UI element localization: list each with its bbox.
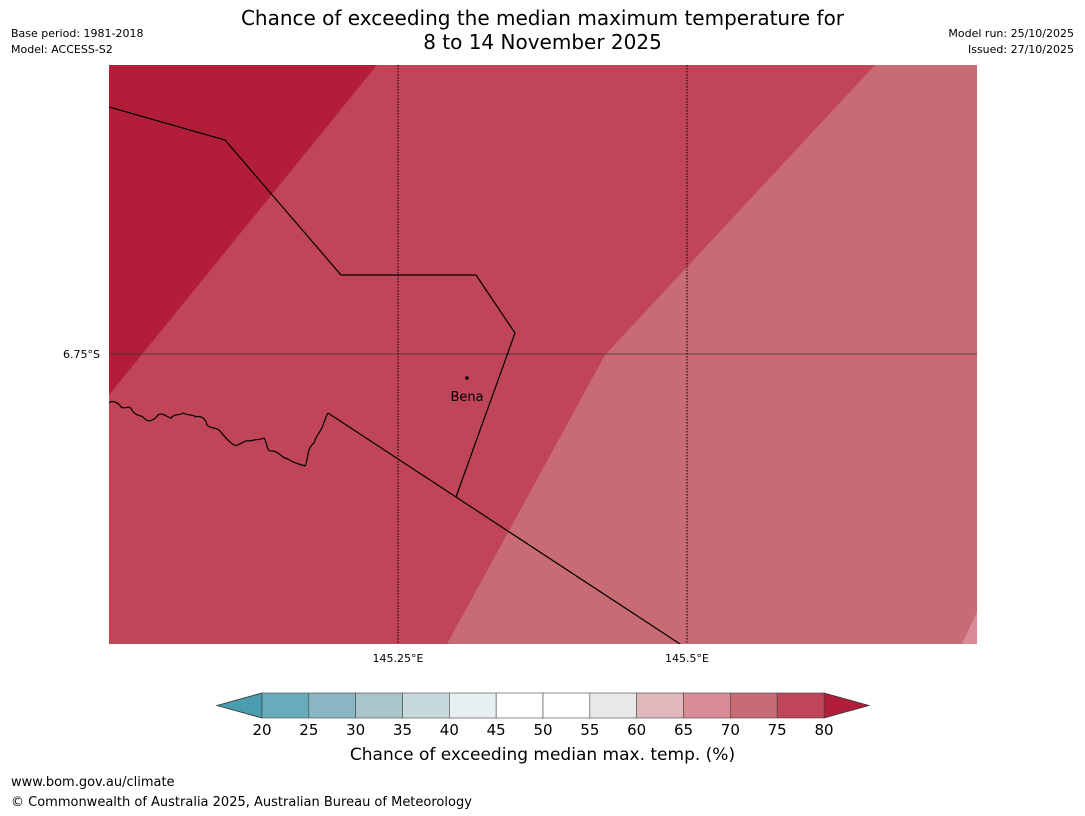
colorbar-segment xyxy=(261,692,310,719)
model-run: Model run: 25/10/2025 xyxy=(948,27,1074,40)
colorbar-tick-label: 30 xyxy=(346,721,365,739)
model-name: Model: ACCESS-S2 xyxy=(11,43,113,56)
colorbar-tick-label: 70 xyxy=(721,721,740,739)
colorbar-segment xyxy=(730,692,778,719)
zone-75-80 xyxy=(109,65,377,395)
colorbar-segment xyxy=(449,692,497,719)
colorbar-tick-label: 25 xyxy=(299,721,318,739)
colorbar-segment xyxy=(542,692,591,719)
colorbar-title: Chance of exceeding median max. temp. (%… xyxy=(349,745,736,765)
longitude-label-1: 145.25°E xyxy=(373,652,424,665)
colorbar-segment xyxy=(308,692,356,719)
colorbar-tick-label: 80 xyxy=(814,721,833,739)
colorbar-tick-label: 65 xyxy=(674,721,693,739)
title-line-1: Chance of exceeding the median maximum t… xyxy=(240,6,845,30)
colorbar-tick-label: 50 xyxy=(533,721,552,739)
map-title: Chance of exceeding the median maximum t… xyxy=(0,6,1085,54)
latitude-label: 6.75°S xyxy=(63,348,100,361)
colorbar-segment xyxy=(589,692,637,719)
zone-65-70 xyxy=(447,65,977,644)
footer-copyright: © Commonwealth of Australia 2025, Austra… xyxy=(11,795,472,810)
colorbar-segment xyxy=(355,692,403,719)
colorbar-tick-label: 20 xyxy=(252,721,271,739)
zone-60-65 xyxy=(962,612,977,644)
town-marker[interactable] xyxy=(465,376,469,380)
colorbar-tick-label: 35 xyxy=(393,721,412,739)
town-label: Bena xyxy=(450,390,483,405)
colorbar-segment xyxy=(495,692,544,719)
colorbar-over-arrow xyxy=(823,692,871,719)
base-period: Base period: 1981-2018 xyxy=(11,27,144,40)
title-line-2: 8 to 14 November 2025 xyxy=(423,30,662,54)
longitude-label-2: 145.5°E xyxy=(665,652,709,665)
colorbar-tick-label: 40 xyxy=(440,721,459,739)
colorbar-segment xyxy=(683,692,731,719)
issued-date: Issued: 27/10/2025 xyxy=(967,43,1074,56)
footer-url[interactable]: www.bom.gov.au/climate xyxy=(11,775,175,790)
colorbar-tick-label: 45 xyxy=(487,721,506,739)
colorbar-tick-label: 60 xyxy=(627,721,646,739)
colorbar-under-arrow xyxy=(215,692,263,719)
river xyxy=(109,401,329,467)
colorbar-segment xyxy=(402,692,450,719)
colorbar-tick-label: 75 xyxy=(768,721,787,739)
map-area[interactable] xyxy=(109,65,977,644)
colorbar-segment xyxy=(776,692,825,719)
colorbar: 20 25 30 35 40 45 50 55 60 65 70 75 80 xyxy=(215,692,871,739)
colorbar-tick-label: 55 xyxy=(580,721,599,739)
colorbar-segment xyxy=(636,692,684,719)
province-boundary-south xyxy=(327,412,681,644)
province-boundary xyxy=(109,106,516,498)
